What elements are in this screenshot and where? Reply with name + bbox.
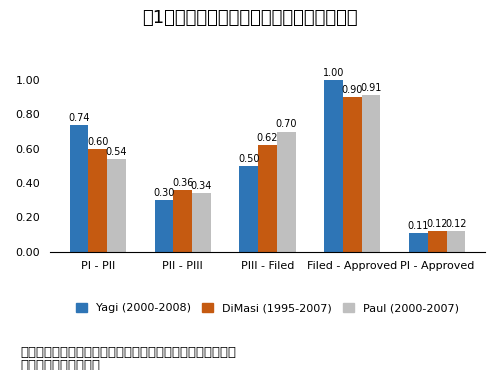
Text: 策研究所にて作成: 策研究所にて作成 [20,359,100,370]
Bar [343,97,361,252]
Text: 1.00: 1.00 [323,68,344,78]
Bar [428,231,446,252]
Text: 0.91: 0.91 [360,84,382,94]
Text: 0.12: 0.12 [445,219,466,229]
Text: 0.60: 0.60 [87,137,108,147]
Bar [258,145,277,252]
Bar [70,125,88,252]
Text: 0.74: 0.74 [68,112,90,122]
Text: 0.36: 0.36 [172,178,194,188]
Text: 0.30: 0.30 [154,188,174,198]
Text: 0.54: 0.54 [106,147,127,157]
Text: 0.50: 0.50 [238,154,260,164]
Bar [240,166,258,252]
Bar [88,149,107,252]
Legend: Yagi (2000-2008), DiMasi (1995-2007), Paul (2000-2007): Yagi (2000-2008), DiMasi (1995-2007), Pa… [72,299,464,318]
Bar [192,193,210,252]
Text: 0.70: 0.70 [276,120,297,130]
Text: 0.62: 0.62 [257,133,278,143]
Text: 図1　創薬の成功確率に関わる先行研究結果: 図1 創薬の成功確率に関わる先行研究結果 [142,9,358,27]
Text: 0.12: 0.12 [426,219,448,229]
Bar [154,200,174,252]
Bar [174,190,192,252]
Bar [446,231,465,252]
Bar [324,80,343,252]
Text: 0.90: 0.90 [342,85,363,95]
Text: 出所：引用文笾３、４、５に記載のデータを元に医薬産業政: 出所：引用文笾３、４、５に記載のデータを元に医薬産業政 [20,346,236,359]
Bar [409,233,428,252]
Bar [107,159,126,252]
Bar [362,95,380,252]
Text: 0.34: 0.34 [190,181,212,191]
Text: 0.11: 0.11 [408,221,429,231]
Bar [277,131,295,252]
